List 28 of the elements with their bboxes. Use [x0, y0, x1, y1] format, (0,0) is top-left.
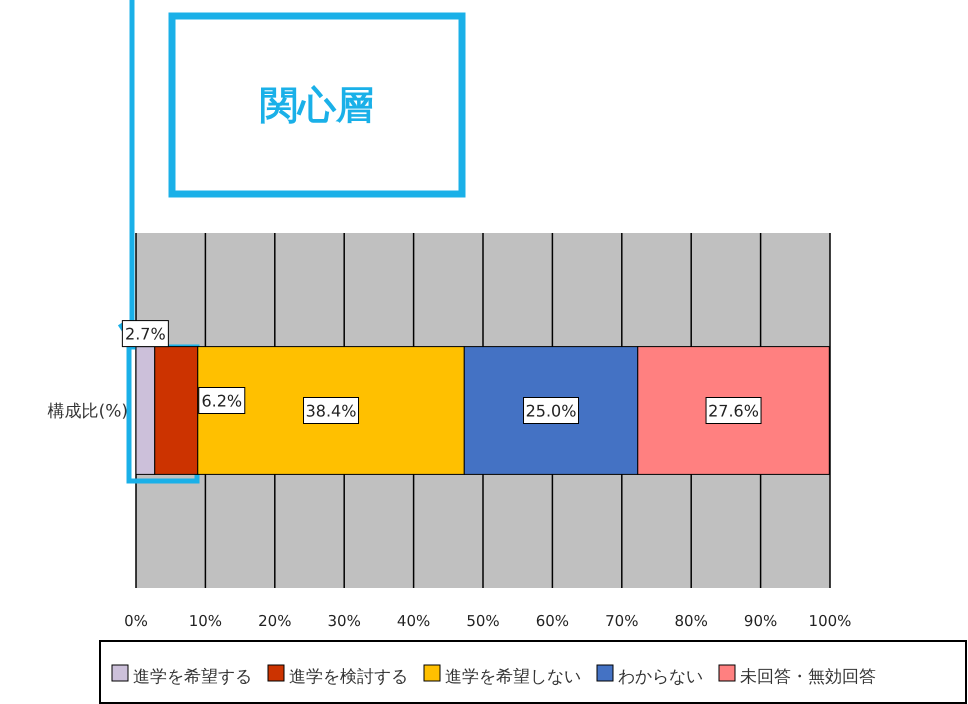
legend-item: わからない	[596, 664, 703, 687]
data-label: 38.4%	[306, 402, 356, 420]
data-label: 27.6%	[708, 402, 759, 420]
x-tick-label: 0%	[124, 612, 148, 630]
data-label: 6.2%	[201, 392, 242, 410]
legend-item: 進学を検討する	[268, 664, 408, 687]
legend-item: 進学を希望する	[112, 664, 252, 687]
legend-item: 未回答・無効回答	[718, 664, 876, 687]
data-label: 25.0%	[526, 402, 576, 420]
x-tick-label: 30%	[328, 612, 361, 630]
legend-label: 進学を検討する	[289, 667, 408, 687]
x-tick-label: 10%	[188, 612, 222, 630]
x-tick-label: 40%	[396, 612, 430, 630]
legend-label: 進学を希望する	[133, 667, 252, 687]
legend-item: 進学を希望しない	[424, 664, 581, 687]
legend-label: わからない	[618, 667, 703, 687]
x-tick-label: 80%	[674, 612, 708, 630]
x-tick-label: 100%	[808, 612, 852, 630]
y-tick-label: 構成比(%)	[48, 402, 128, 422]
x-tick-label: 60%	[536, 612, 570, 630]
legend-label: 進学を希望しない	[445, 667, 581, 687]
data-label: 2.7%	[125, 324, 166, 344]
legend-label: 未回答・無効回答	[740, 667, 876, 687]
text: 関心層	[260, 83, 374, 127]
x-tick-label: 50%	[466, 612, 500, 630]
x-tick-label: 70%	[605, 612, 638, 630]
x-tick-label: 90%	[744, 612, 778, 630]
x-tick-label: 20%	[258, 612, 292, 630]
